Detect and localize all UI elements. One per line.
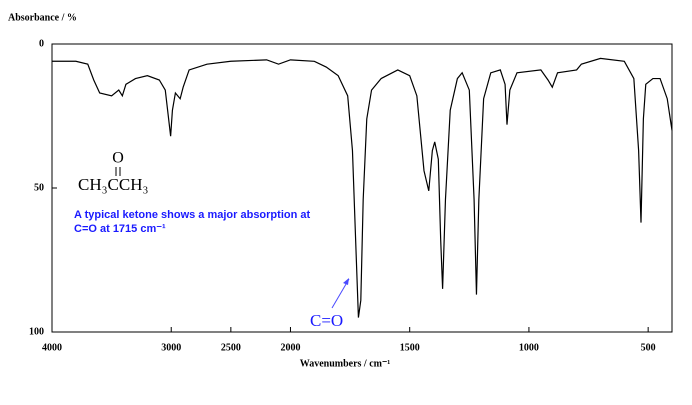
formula-oxygen: O <box>112 150 124 167</box>
x-tick-label: 2500 <box>221 342 241 353</box>
x-axis-title: Wavenumbers / cm⁻¹ <box>300 358 391 369</box>
annotation: C=O at 1715 cm⁻¹ <box>74 223 166 235</box>
x-tick-label: 3000 <box>161 342 181 353</box>
spectrum-line <box>52 57 673 318</box>
y-axis-title: Absorbance / % <box>8 12 77 23</box>
formula: CH₃CCH₃ <box>78 175 148 194</box>
x-tick-label: 4000 <box>42 342 62 353</box>
y-tick-label: 0 <box>39 38 44 49</box>
annotation: A typical ketone shows a major absorptio… <box>74 209 310 221</box>
y-tick-label: 100 <box>29 326 44 337</box>
x-tick-label: 1000 <box>519 342 539 353</box>
y-tick-label: 50 <box>34 182 44 193</box>
x-tick-label: 1500 <box>400 342 420 353</box>
arrow-label: C=O <box>310 311 343 330</box>
arrow-head <box>343 278 349 285</box>
x-tick-label: 500 <box>641 342 656 353</box>
x-tick-label: 2000 <box>280 342 300 353</box>
